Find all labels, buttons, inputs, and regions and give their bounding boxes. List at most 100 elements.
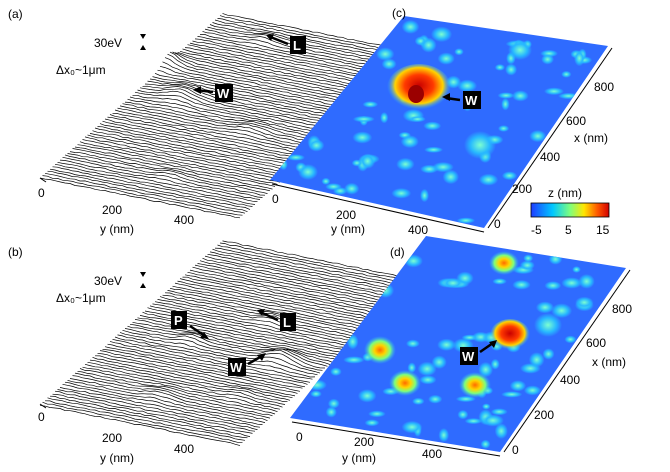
surface-bump [494,423,508,439]
waterfall-lines-b [39,240,423,446]
scale-bar-arrows-b [140,272,146,288]
colorbar-tick-neg5: -5 [531,223,542,237]
waterfall-trace [164,292,366,333]
waterfall-trace [142,85,343,127]
waterfall-trace [42,401,243,443]
panel-c-xtick-600: 600 [566,114,586,128]
panel-a-tick-0: 0 [38,186,45,200]
waterfall-trace [109,114,311,156]
waterfall-trace [87,361,288,403]
surface-bump [357,389,377,403]
waterfall-trace [132,94,333,136]
waterfall-trace [162,61,363,109]
waterfall-trace [122,329,323,371]
waterfall-trace [67,379,268,422]
surface-bump [548,253,563,265]
surface-bump [437,338,456,351]
waterfall-trace [134,91,336,133]
waterfall-trace [167,53,368,104]
waterfall-trace [154,72,356,115]
surface-bump [330,367,342,377]
surface-bump [464,418,483,425]
panel-a-tick-400: 400 [174,213,194,227]
waterfall-trace [62,383,263,425]
surface-bump [423,121,442,131]
surface-bump [364,419,380,427]
svg-text:W: W [462,349,475,364]
colorbar: z (nm) -5 5 15 [530,186,610,237]
waterfall-trace [137,317,338,358]
waterfall-trace [39,177,241,219]
waterfall-trace [177,51,378,95]
panel-d-xlabel: y (nm) [342,451,376,465]
panel-c-y-axis [487,47,613,229]
waterfall-trace [157,299,358,340]
surface-bump [437,52,455,65]
waterfall-trace [72,375,273,417]
surface-bump [490,358,500,370]
surface-bump [420,164,439,174]
waterfall-trace [49,395,251,437]
waterfall-trace [174,52,376,97]
surface-bump [497,92,515,99]
waterfall-trace [84,363,286,405]
surface-bump [420,37,437,53]
waterfall-trace [114,336,316,378]
surface-bump [325,183,342,191]
surface-bump [523,385,542,396]
panel-c-label: (c) [392,6,406,20]
surface-bump [509,380,527,392]
surface-bump [457,79,478,93]
waterfall-trace [134,319,336,360]
panel-d-xtick-800: 800 [612,302,632,316]
waterfall-trace [102,348,303,389]
panel-b-tick-0: 0 [38,410,45,424]
waterfall-trace [52,166,253,207]
waterfall-trace [104,118,306,160]
panel-b-scale-label: 30eV [94,274,122,288]
svg-text:P: P [174,313,183,328]
waterfall-trace [209,251,411,293]
waterfall-trace [74,372,276,415]
waterfall-trace [149,78,351,120]
surface-bump [523,254,534,262]
waterfall-trace [137,89,338,131]
colorbar-label: z (nm) [548,186,582,200]
scale-bar-arrows-a [140,34,146,50]
surface-peak [459,372,491,398]
panel-c-xtick-800: 800 [594,80,614,94]
surface-c-peak-core [408,85,424,103]
waterfall-trace [127,98,328,140]
surface-bump [438,428,450,443]
surface-bump [572,266,581,273]
surface-bump [391,188,412,199]
waterfall-trace [92,356,293,399]
waterfall-trace [114,109,316,151]
surface-peak [490,319,530,351]
surface-bump [551,303,573,319]
waterfall-trace [69,151,271,192]
waterfall-trace [207,253,408,296]
waterfall-trace [97,352,298,394]
waterfall-trace [52,393,253,434]
surface-peak [508,40,532,60]
surface-bump [442,169,459,185]
panel-c: (c) W 0 200 400 y (nm) 0 200 400 600 800… [270,6,614,237]
surface-bump [529,130,547,143]
surface-peak [364,336,396,364]
waterfall-trace [159,296,361,338]
waterfall-trace [217,244,418,287]
waterfall-trace [219,242,421,284]
surface-bump [482,403,491,410]
surface-bump [430,26,453,43]
waterfall-trace [127,325,328,367]
surface-bump [417,361,437,377]
waterfall-trace [49,168,251,210]
panel-a-tick-200: 200 [102,203,122,217]
panel-c-xlabel: y (nm) [331,222,365,236]
surface-peak [464,131,496,159]
surface-bump [501,97,510,111]
surface-bump [478,173,499,186]
waterfall-trace [112,338,313,380]
surface-bump [307,379,327,391]
